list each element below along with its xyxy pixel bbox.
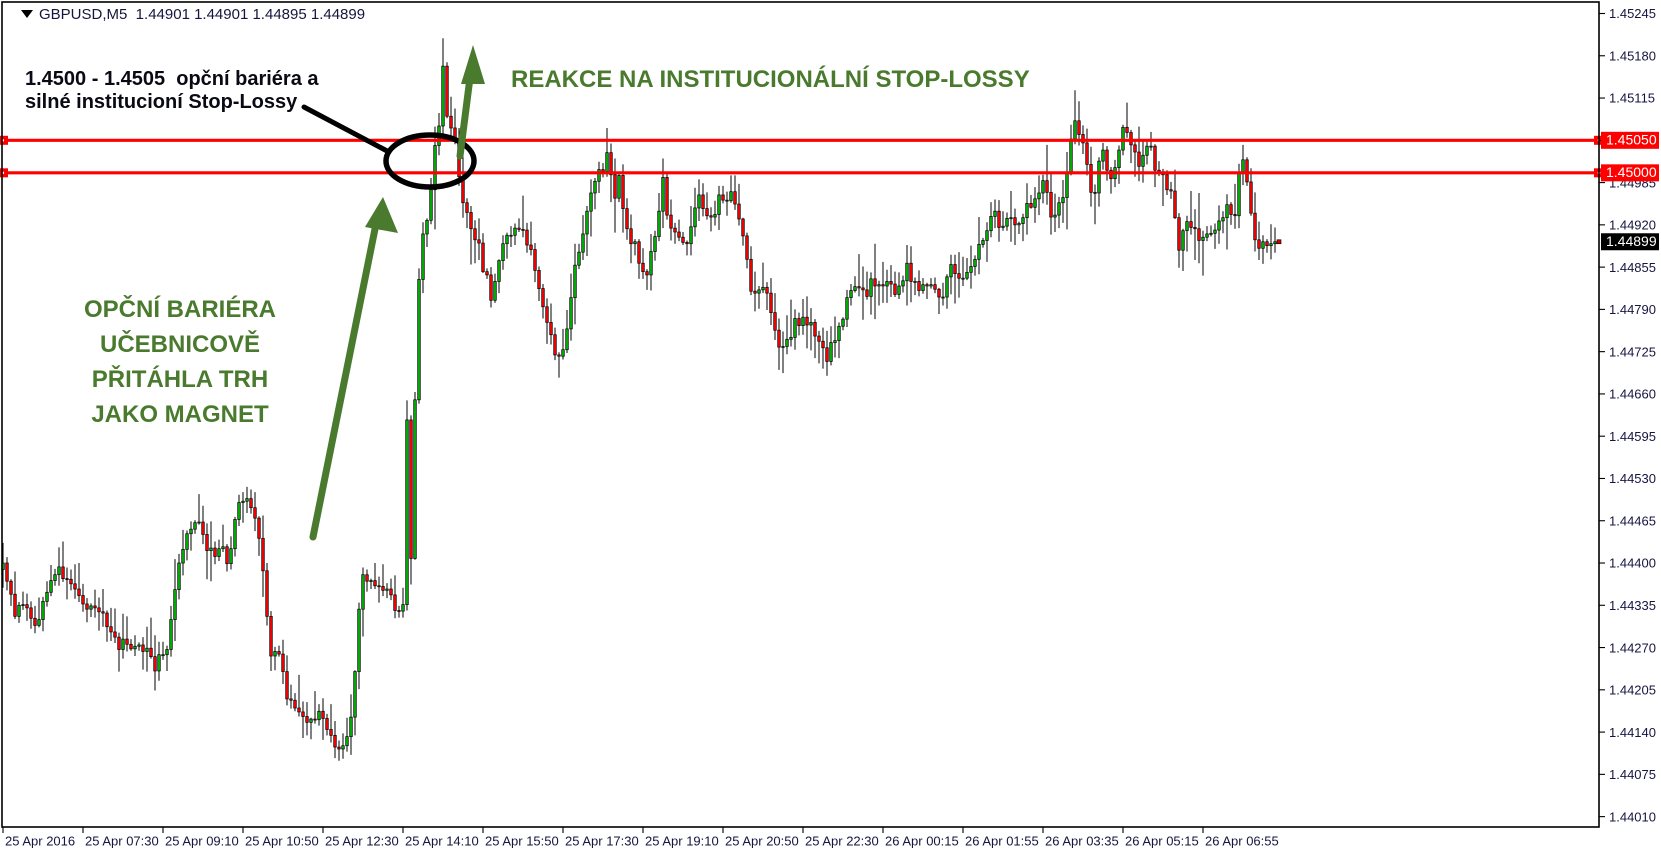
svg-text:1.44335: 1.44335 bbox=[1609, 598, 1656, 613]
svg-text:25 Apr 17:30: 25 Apr 17:30 bbox=[565, 834, 639, 849]
svg-text:1.45115: 1.45115 bbox=[1609, 91, 1655, 106]
svg-text:26 Apr 05:15: 26 Apr 05:15 bbox=[1125, 834, 1199, 849]
svg-text:1.45180: 1.45180 bbox=[1609, 48, 1656, 63]
svg-text:25 Apr 2016: 25 Apr 2016 bbox=[5, 834, 75, 849]
svg-text:1.44790: 1.44790 bbox=[1609, 302, 1656, 317]
svg-text:26 Apr 00:15: 26 Apr 00:15 bbox=[885, 834, 959, 849]
svg-text:25 Apr 22:30: 25 Apr 22:30 bbox=[805, 834, 879, 849]
svg-text:25 Apr 19:10: 25 Apr 19:10 bbox=[645, 834, 719, 849]
svg-text:25 Apr 15:50: 25 Apr 15:50 bbox=[485, 834, 559, 849]
svg-text:1.44899: 1.44899 bbox=[1606, 233, 1657, 249]
svg-text:25 Apr 09:10: 25 Apr 09:10 bbox=[165, 834, 239, 849]
svg-text:1.44855: 1.44855 bbox=[1609, 260, 1656, 275]
svg-text:25 Apr 20:50: 25 Apr 20:50 bbox=[725, 834, 799, 849]
svg-text:1.45245: 1.45245 bbox=[1609, 6, 1656, 21]
svg-text:1.44725: 1.44725 bbox=[1609, 344, 1656, 359]
svg-text:25 Apr 07:30: 25 Apr 07:30 bbox=[85, 834, 159, 849]
svg-text:25 Apr 14:10: 25 Apr 14:10 bbox=[405, 834, 479, 849]
svg-text:1.44660: 1.44660 bbox=[1609, 387, 1656, 402]
svg-text:1.45050: 1.45050 bbox=[1606, 132, 1657, 148]
svg-text:1.44465: 1.44465 bbox=[1609, 513, 1656, 528]
svg-text:25 Apr 10:50: 25 Apr 10:50 bbox=[245, 834, 319, 849]
svg-text:1.44010: 1.44010 bbox=[1609, 809, 1656, 824]
svg-text:1.44140: 1.44140 bbox=[1609, 725, 1656, 740]
svg-text:26 Apr 03:35: 26 Apr 03:35 bbox=[1045, 834, 1119, 849]
svg-text:1.44205: 1.44205 bbox=[1609, 683, 1656, 698]
svg-text:1.44530: 1.44530 bbox=[1609, 471, 1656, 486]
svg-text:1.44595: 1.44595 bbox=[1609, 429, 1656, 444]
svg-text:26 Apr 01:55: 26 Apr 01:55 bbox=[965, 834, 1039, 849]
svg-text:25 Apr 12:30: 25 Apr 12:30 bbox=[325, 834, 399, 849]
svg-text:1.44075: 1.44075 bbox=[1609, 767, 1656, 782]
svg-text:26 Apr 06:55: 26 Apr 06:55 bbox=[1205, 834, 1279, 849]
svg-text:1.45000: 1.45000 bbox=[1606, 164, 1657, 180]
svg-text:1.44270: 1.44270 bbox=[1609, 640, 1656, 655]
svg-text:1.44400: 1.44400 bbox=[1609, 556, 1656, 571]
svg-text:1.44920: 1.44920 bbox=[1609, 218, 1656, 233]
